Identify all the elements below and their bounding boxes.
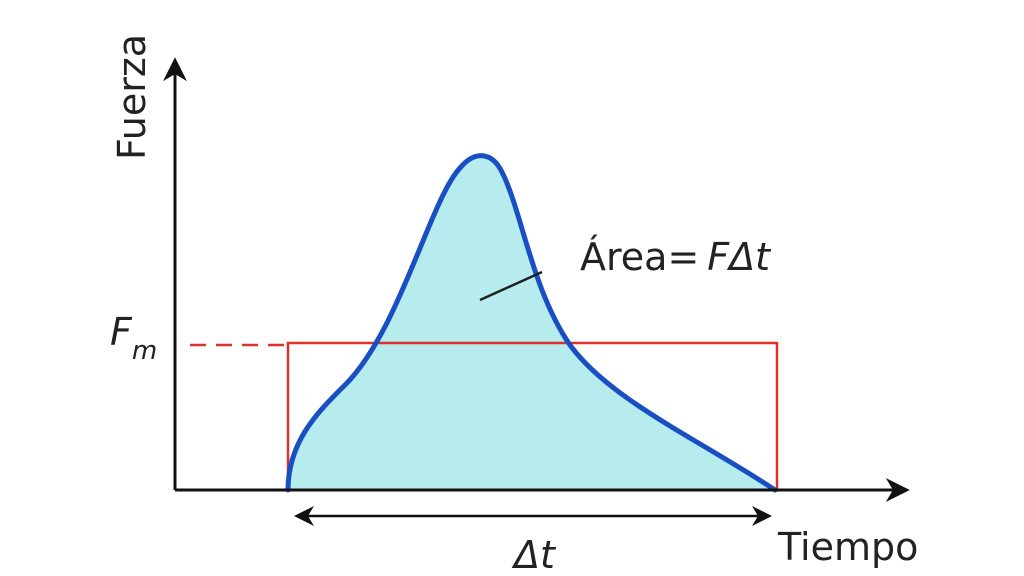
area-label: Área= FΔt bbox=[580, 235, 772, 279]
fm-label: Fm bbox=[110, 310, 157, 366]
fm-sub: m bbox=[132, 336, 157, 366]
area-formula: FΔt bbox=[707, 235, 772, 279]
force-curve bbox=[285, 153, 778, 493]
x-axis-label: Tiempo bbox=[777, 525, 918, 569]
y-axis-label: Fuerza bbox=[110, 34, 154, 160]
delta-t-label: Δt bbox=[511, 533, 557, 576]
fm-main: F bbox=[110, 310, 133, 354]
area-fill bbox=[288, 155, 775, 490]
area-pointer bbox=[479, 270, 543, 302]
area-text: Área= bbox=[580, 235, 699, 279]
